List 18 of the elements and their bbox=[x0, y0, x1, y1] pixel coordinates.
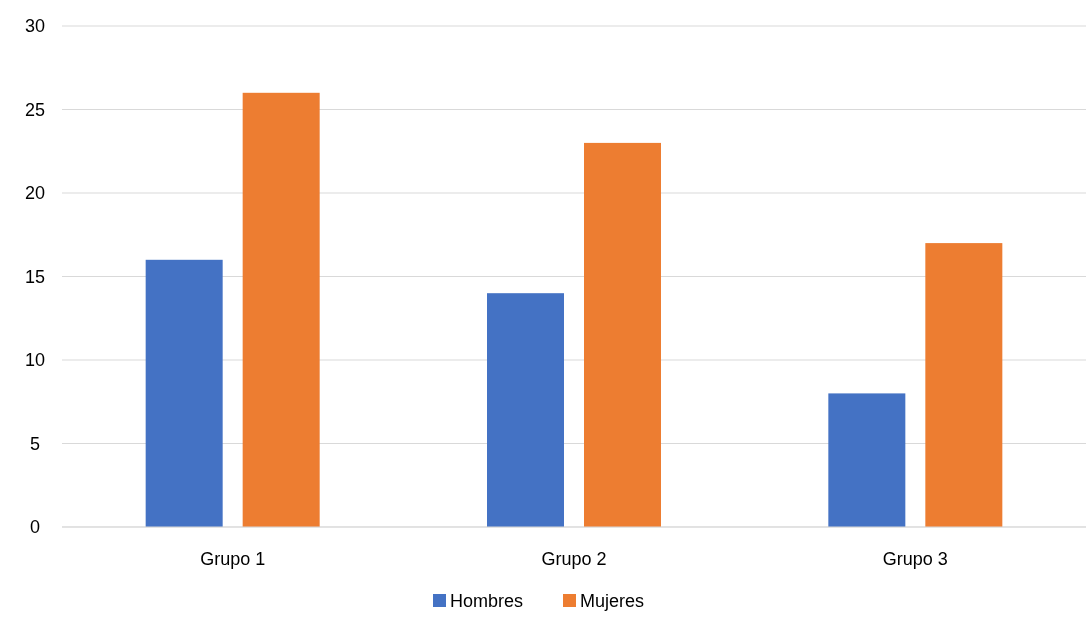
y-tick-label: 25 bbox=[24, 99, 46, 120]
y-tick-label: 15 bbox=[24, 266, 46, 287]
y-tick-label: 10 bbox=[24, 350, 46, 371]
legend-label: Hombres bbox=[450, 591, 524, 611]
bar bbox=[242, 92, 320, 527]
bar bbox=[925, 243, 1003, 527]
y-tick-label: 30 bbox=[24, 16, 46, 37]
y-tick-label: 5 bbox=[29, 433, 41, 454]
bar bbox=[584, 142, 661, 527]
bar bbox=[828, 393, 906, 527]
x-tick-label: Grupo 3 bbox=[882, 549, 948, 569]
x-tick-label: Grupo 1 bbox=[200, 549, 266, 569]
bar bbox=[145, 259, 223, 527]
legend-label: Mujeres bbox=[580, 591, 645, 611]
x-tick-label: Grupo 2 bbox=[541, 549, 607, 569]
y-tick-label: 0 bbox=[29, 517, 41, 538]
y-tick-label: 20 bbox=[24, 183, 46, 204]
bar bbox=[487, 293, 564, 527]
